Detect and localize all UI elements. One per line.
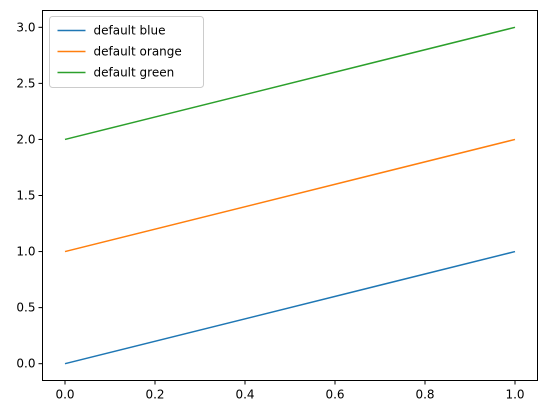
legend-label: default orange [94, 45, 182, 59]
x-tick-label: 0.8 [415, 388, 434, 402]
axis-ticks: 0.0 0.2 0.4 0.6 0.8 1.0 0.0 0.5 1.0 1.5 2.0 2.5 3.0 [16, 20, 524, 401]
x-tick-label: 0.4 [235, 388, 254, 402]
x-tick-label: 0.0 [55, 388, 74, 402]
y-tick-label: 2.0 [16, 132, 35, 146]
series-line [64, 26, 516, 141]
y-tick-label: 3.0 [16, 20, 35, 34]
legend-box [49, 16, 204, 88]
series-line [64, 138, 516, 253]
legend: default blue default orange default green [49, 16, 204, 88]
x-tick-label: 0.2 [145, 388, 164, 402]
y-tick-label: 0.0 [16, 357, 35, 371]
series-line [64, 250, 516, 365]
x-tick-label: 0.6 [325, 388, 344, 402]
legend-label: default green [94, 66, 175, 80]
y-tick-label: 1.0 [16, 245, 35, 259]
plot-frame [42, 10, 538, 381]
series-lines [64, 26, 516, 365]
y-tick-label: 0.5 [16, 301, 35, 315]
y-tick-label: 1.5 [16, 189, 35, 203]
y-tick-label: 2.5 [16, 76, 35, 90]
legend-label: default blue [94, 24, 166, 38]
x-tick-label: 1.0 [505, 388, 524, 402]
